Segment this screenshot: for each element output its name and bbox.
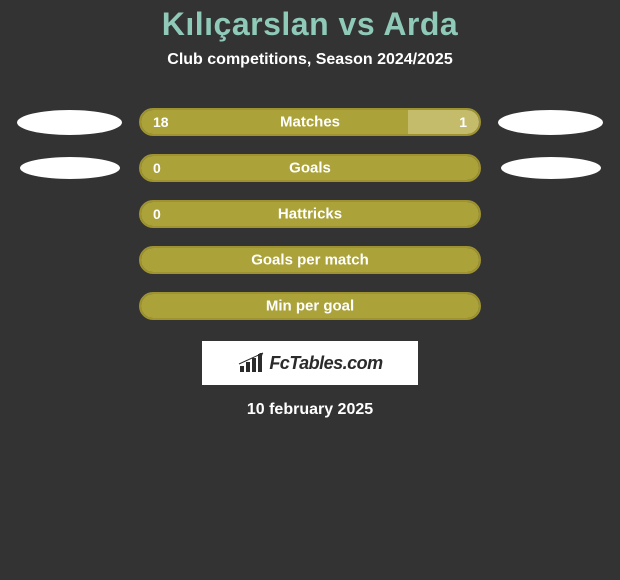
stat-bar: Min per goal xyxy=(139,292,481,320)
stat-bar: 0 Hattricks xyxy=(139,200,481,228)
player-ellipse-right xyxy=(501,157,601,179)
bar-value-left: 18 xyxy=(153,114,169,130)
bar-fill-left xyxy=(141,110,408,134)
player-ellipse-right xyxy=(498,110,603,135)
bar-label: Goals xyxy=(289,160,331,177)
player-ellipse-left xyxy=(20,157,120,179)
bar-label: Goals per match xyxy=(251,252,369,269)
chart-icon xyxy=(237,352,265,374)
player-ellipse-left xyxy=(17,110,122,135)
stat-row: 0 Goals xyxy=(0,145,620,191)
bar-fill-right xyxy=(408,110,479,134)
logo: FcTables.com xyxy=(237,352,382,374)
left-side xyxy=(0,157,139,179)
left-side xyxy=(0,110,139,135)
bar-value-left: 0 xyxy=(153,206,161,222)
right-side xyxy=(481,157,620,179)
stat-row: Min per goal xyxy=(0,283,620,329)
stat-row: 0 Hattricks xyxy=(0,191,620,237)
date-text: 10 february 2025 xyxy=(0,401,620,419)
stat-bar: Goals per match xyxy=(139,246,481,274)
bar-value-right: 1 xyxy=(459,114,467,130)
bar-label: Matches xyxy=(280,114,340,131)
right-side xyxy=(481,110,620,135)
stat-rows: 18 Matches 1 0 Goals 0 Hattricks Goals per matc… xyxy=(0,99,620,329)
page-title: Kılıçarslan vs Arda xyxy=(0,6,620,43)
logo-box: FcTables.com xyxy=(202,341,418,385)
bar-value-left: 0 xyxy=(153,160,161,176)
bar-label: Hattricks xyxy=(278,206,342,223)
bar-label: Min per goal xyxy=(266,298,354,315)
stat-bar: 18 Matches 1 xyxy=(139,108,481,136)
subtitle: Club competitions, Season 2024/2025 xyxy=(0,51,620,69)
comparison-infographic: Kılıçarslan vs Arda Club competitions, S… xyxy=(0,0,620,419)
stat-row: 18 Matches 1 xyxy=(0,99,620,145)
stat-bar: 0 Goals xyxy=(139,154,481,182)
stat-row: Goals per match xyxy=(0,237,620,283)
logo-text: FcTables.com xyxy=(269,353,382,374)
